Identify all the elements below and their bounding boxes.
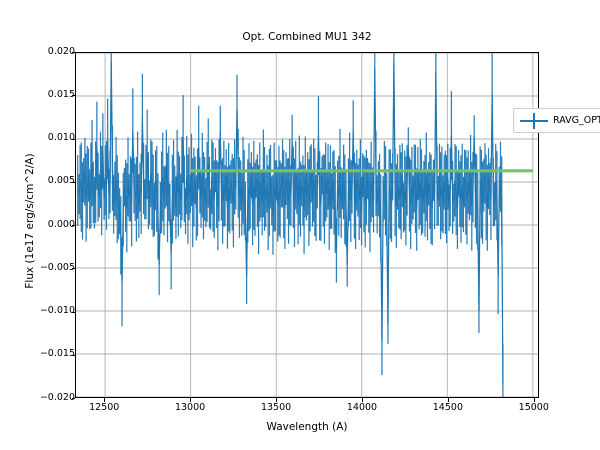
y-tickmark bbox=[71, 52, 75, 53]
x-tickmark bbox=[190, 398, 192, 402]
chart-title: Opt. Combined MU1 342 bbox=[242, 31, 372, 43]
legend-label-ravg-opt: RAVG_OPT bbox=[553, 115, 600, 126]
x-tickmark bbox=[362, 398, 363, 402]
data-series-layer bbox=[77, 53, 533, 397]
legend-errorbar-icon bbox=[519, 112, 549, 130]
y-tickmark bbox=[71, 138, 75, 140]
y-tick-label: −0.005 bbox=[39, 261, 75, 273]
y-tick-label: 0.015 bbox=[47, 88, 75, 100]
plot-area bbox=[76, 53, 538, 397]
y-tick-label: −0.015 bbox=[39, 348, 75, 360]
y-tickmark bbox=[71, 181, 75, 183]
x-tickmark bbox=[447, 398, 449, 402]
y-tick-label: −0.010 bbox=[39, 305, 75, 316]
x-tick-label: 14000 bbox=[346, 402, 378, 413]
y-tick-label: 0.010 bbox=[47, 132, 75, 143]
x-tick-label: 12500 bbox=[89, 402, 120, 413]
x-tickmark bbox=[533, 398, 535, 402]
y-tickmark bbox=[71, 225, 75, 226]
y-tick-label: 0.005 bbox=[47, 175, 75, 187]
chart-legend[interactable]: RAVG_OPT bbox=[513, 108, 600, 133]
x-tick-label: 13000 bbox=[174, 402, 206, 413]
plot-axes: RAVG_OPT bbox=[75, 52, 600, 398]
y-tickmark bbox=[71, 268, 75, 270]
x-tickmark bbox=[276, 398, 278, 402]
y-tickmark bbox=[71, 95, 75, 97]
x-tick-label: 14500 bbox=[432, 402, 463, 413]
x-tick-label: 15000 bbox=[518, 402, 549, 413]
x-tickmark bbox=[104, 398, 106, 402]
y-tick-label: 0.020 bbox=[47, 45, 75, 57]
x-axis-label: Wavelength (A) bbox=[266, 421, 348, 433]
y-tick-label: 0.000 bbox=[47, 218, 75, 230]
y-tickmark bbox=[71, 354, 75, 356]
y-tickmark bbox=[71, 398, 75, 399]
y-tick-label: −0.020 bbox=[39, 391, 75, 403]
x-tick-label: 13500 bbox=[260, 402, 292, 413]
y-tickmark bbox=[71, 311, 75, 313]
